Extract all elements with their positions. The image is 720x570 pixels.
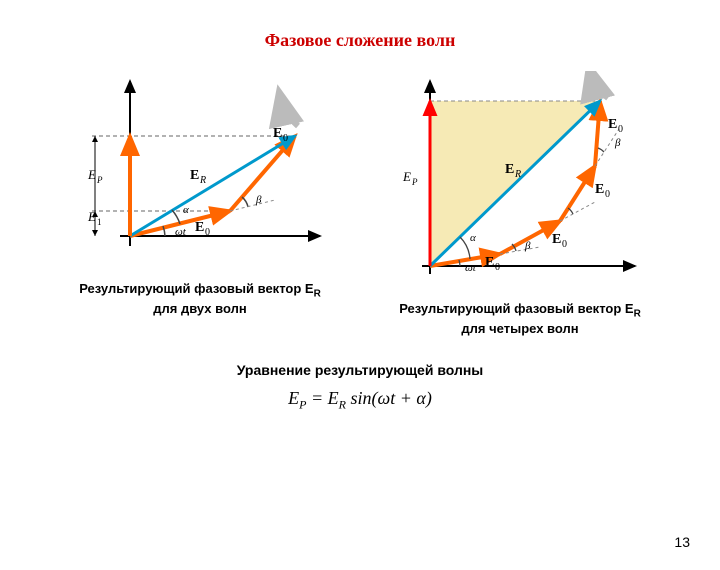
diagrams-row: EP E1 ER E0 E0 ωt α β Результирующий фаз…: [40, 71, 680, 337]
page-title: Фазовое сложение волн: [0, 30, 720, 51]
equation-caption: Уравнение результирующей волны: [0, 362, 720, 378]
left-caption: Результирующий фазовый вектор ER для дву…: [79, 281, 321, 317]
svg-text:E: E: [273, 126, 282, 141]
svg-text:E: E: [195, 220, 204, 235]
right-diagram-block: EP ER E0 E0 E0 E0 ωt α β β Результирующи…: [390, 71, 650, 337]
svg-text:ωt: ωt: [175, 226, 187, 238]
svg-text:E: E: [595, 182, 604, 197]
svg-text:E: E: [485, 255, 494, 270]
right-caption: Результирующий фазовый вектор ER для чет…: [399, 301, 641, 337]
svg-text:0: 0: [205, 227, 210, 238]
svg-text:β: β: [614, 137, 621, 149]
svg-text:R: R: [199, 175, 206, 186]
svg-text:β: β: [255, 194, 262, 206]
svg-text:1: 1: [97, 217, 102, 227]
svg-text:E: E: [87, 209, 96, 224]
svg-text:α: α: [183, 204, 189, 216]
svg-text:α: α: [470, 232, 476, 244]
svg-text:R: R: [514, 169, 521, 180]
page-number: 13: [674, 534, 690, 550]
svg-text:0: 0: [495, 262, 500, 273]
svg-text:0: 0: [618, 124, 623, 135]
svg-text:E: E: [505, 162, 514, 177]
svg-text:0: 0: [605, 189, 610, 200]
left-phasor-diagram: EP E1 ER E0 E0 ωt α β: [70, 71, 330, 271]
svg-text:E: E: [402, 169, 411, 184]
equation: EP = ER sin(ωt + α): [0, 388, 720, 413]
svg-text:0: 0: [562, 239, 567, 250]
left-diagram-block: EP E1 ER E0 E0 ωt α β Результирующий фаз…: [70, 71, 330, 317]
svg-text:P: P: [411, 177, 418, 187]
svg-text:β: β: [524, 240, 531, 252]
svg-text:E: E: [190, 168, 199, 183]
svg-text:0: 0: [283, 133, 288, 144]
svg-text:E: E: [87, 167, 96, 182]
right-phasor-diagram: EP ER E0 E0 E0 E0 ωt α β β: [390, 71, 650, 291]
svg-text:E: E: [608, 117, 617, 132]
svg-text:E: E: [552, 232, 561, 247]
svg-text:ωt: ωt: [465, 262, 477, 274]
svg-text:P: P: [96, 175, 103, 185]
